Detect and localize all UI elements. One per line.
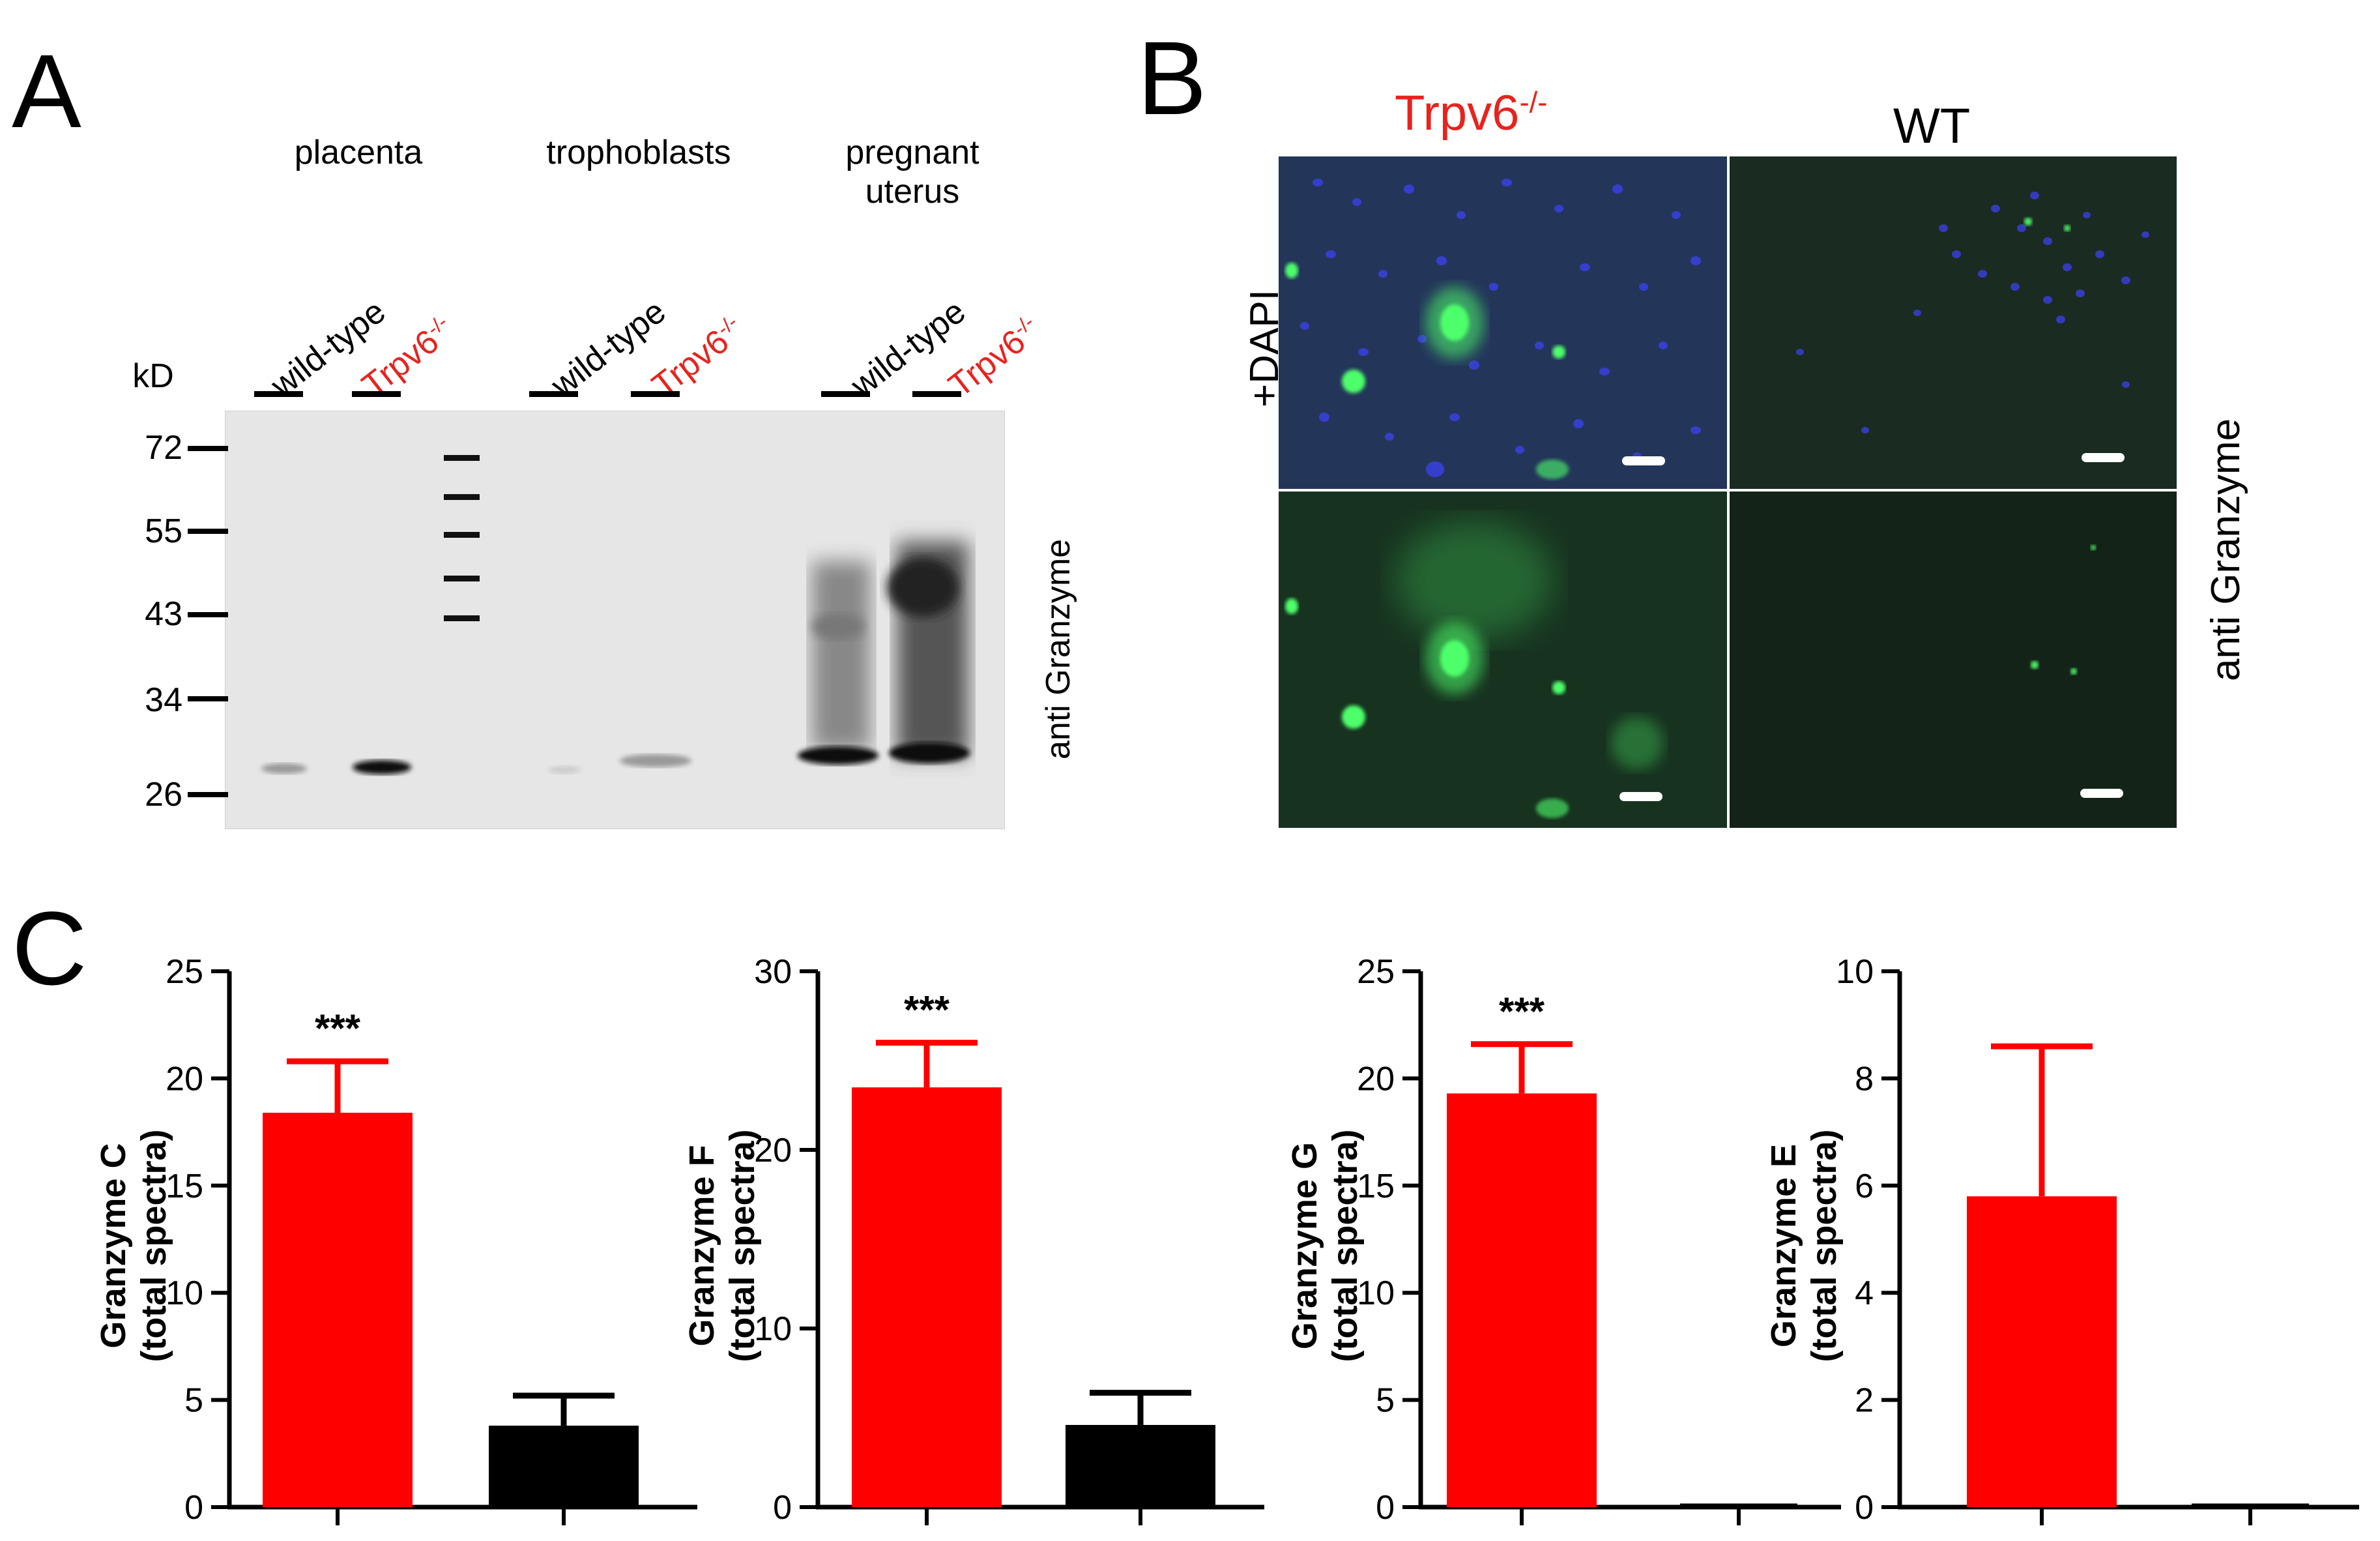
y-axis-subtitle: (total spectra) <box>1805 1129 1844 1362</box>
y-tick-label: 15 <box>1357 1167 1395 1205</box>
col-label-wt: WT <box>1893 98 1971 154</box>
y-tick-label: 15 <box>166 1167 203 1205</box>
tile-trpv6-dapi <box>1279 156 1727 489</box>
y-tick-label: 10 <box>754 1310 792 1348</box>
marker-72: 72 <box>145 429 182 467</box>
marker-tick-43 <box>188 612 228 617</box>
western-blot-image <box>225 411 1005 829</box>
y-tick-label: 5 <box>184 1382 203 1420</box>
y-tick-label: 0 <box>1855 1489 1874 1527</box>
group-label-placenta: placenta <box>294 134 423 171</box>
scale-bar-3 <box>1619 792 1662 801</box>
bar <box>1447 1093 1597 1507</box>
bar <box>1967 1196 2117 1507</box>
kd-label: kD <box>132 357 174 395</box>
panel-c-letter: C <box>12 890 87 1006</box>
ladder-marks <box>444 455 480 621</box>
y-tick-label: 0 <box>773 1489 792 1527</box>
y-tick-label: 20 <box>1357 1060 1395 1098</box>
lane-bar-5 <box>821 391 870 397</box>
y-tick-label: 10 <box>1357 1274 1395 1312</box>
marker-26: 26 <box>145 776 182 814</box>
marker-55: 55 <box>145 512 182 550</box>
scale-bar-2 <box>2082 453 2125 462</box>
lane-bar-4 <box>631 391 680 397</box>
y-axis-title: Granzyme C <box>94 1143 133 1348</box>
y-tick-label: 10 <box>166 1274 203 1312</box>
y-tick-label: 4 <box>1855 1274 1874 1312</box>
marker-tick-34 <box>188 696 228 701</box>
lane-bar-2 <box>352 391 401 397</box>
significance-label: *** <box>904 988 950 1032</box>
col-label-trpv6: Trpv6-/- <box>1395 85 1548 141</box>
scale-bar-1 <box>1622 456 1665 465</box>
panel-b-letter: B <box>1137 20 1207 136</box>
marker-tick-55 <box>188 529 228 534</box>
y-axis-title: Granzyme G <box>1285 1142 1324 1349</box>
group-label-trophoblasts: trophoblasts <box>546 134 731 171</box>
y-tick-label: 6 <box>1855 1167 1874 1205</box>
micrograph-grid <box>1279 156 2177 828</box>
marker-tick-26 <box>188 792 228 797</box>
y-tick-label: 20 <box>754 1132 792 1169</box>
y-axis-subtitle: (total spectra) <box>723 1129 762 1362</box>
tile-wt-dapi <box>1730 156 2177 489</box>
y-axis-title: Granzyme F <box>682 1145 721 1346</box>
y-tick-label: 30 <box>754 953 792 991</box>
panel-a-letter: A <box>12 33 81 149</box>
y-axis-subtitle: (total spectra) <box>1326 1129 1365 1362</box>
bar <box>489 1426 639 1507</box>
marker-tick-72 <box>188 446 228 451</box>
y-tick-label: 20 <box>166 1060 203 1098</box>
y-axis-title: Granzyme E <box>1764 1144 1803 1347</box>
tile-wt-granzyme <box>1730 492 2177 828</box>
y-tick-label: 8 <box>1855 1060 1874 1098</box>
y-axis-subtitle: (total spectra) <box>134 1129 173 1362</box>
significance-label: *** <box>315 1006 361 1050</box>
y-tick-label: 2 <box>1855 1382 1874 1420</box>
group-label-pregnant-uterus: pregnant uterus <box>845 134 980 211</box>
y-tick-label: 25 <box>166 953 203 991</box>
bar <box>263 1113 413 1507</box>
y-tick-label: 0 <box>184 1489 203 1527</box>
y-tick-label: 10 <box>1836 953 1874 991</box>
lane-bar-1 <box>254 391 303 397</box>
marker-34: 34 <box>145 681 182 719</box>
y-tick-label: 25 <box>1357 953 1395 991</box>
lane-bar-3 <box>529 391 578 397</box>
y-tick-label: 5 <box>1376 1382 1395 1420</box>
lane-bar-6 <box>912 391 961 397</box>
y-tick-label: 0 <box>1376 1489 1395 1527</box>
bar <box>1066 1424 1215 1507</box>
significance-label: *** <box>1499 990 1545 1033</box>
scale-bar-4 <box>2080 789 2123 798</box>
marker-43: 43 <box>145 595 182 633</box>
bar <box>852 1087 1002 1507</box>
